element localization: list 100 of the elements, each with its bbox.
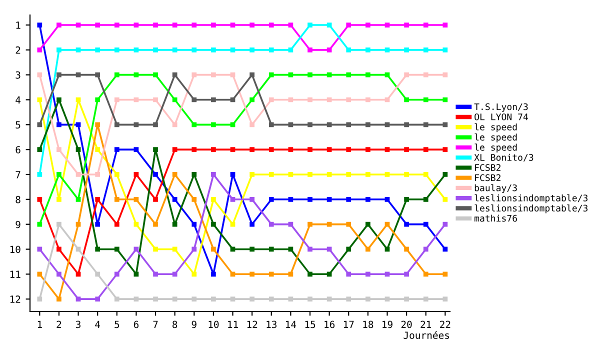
- point: [153, 172, 158, 177]
- point: [346, 172, 352, 177]
- point: [366, 22, 370, 28]
- point: [172, 97, 178, 102]
- point: [172, 72, 178, 78]
- point: [76, 22, 81, 28]
- point: [211, 246, 216, 252]
- point: [134, 272, 139, 277]
- point: [172, 122, 178, 128]
- point: [95, 22, 100, 28]
- x-tick-label: 18: [363, 320, 374, 328]
- point: [308, 72, 312, 78]
- point: [288, 246, 294, 252]
- point: [230, 172, 236, 177]
- point: [288, 296, 294, 302]
- x-tick-label: 12: [247, 320, 258, 328]
- point: [76, 122, 81, 128]
- point: [346, 196, 352, 202]
- point: [192, 296, 197, 302]
- point: [423, 122, 428, 128]
- point: [326, 196, 332, 202]
- point: [37, 272, 42, 277]
- point: [308, 246, 312, 252]
- point: [76, 172, 81, 177]
- point: [288, 172, 294, 177]
- point: [172, 296, 178, 302]
- legend-label: FCSB2: [475, 174, 500, 182]
- point: [250, 172, 254, 177]
- point: [366, 246, 370, 252]
- point: [326, 122, 332, 128]
- point: [230, 72, 236, 78]
- x-tick-label: 17: [344, 320, 354, 328]
- point: [37, 296, 42, 302]
- point: [230, 22, 236, 28]
- point: [423, 147, 428, 152]
- point: [153, 147, 158, 152]
- point: [250, 272, 254, 277]
- point: [76, 222, 81, 227]
- point: [230, 122, 236, 128]
- point: [268, 272, 274, 277]
- point: [268, 47, 274, 52]
- point: [384, 122, 390, 128]
- point: [366, 296, 370, 302]
- point: [56, 72, 62, 78]
- legend-label: le speed: [474, 134, 517, 142]
- point: [56, 246, 62, 252]
- point: [76, 72, 81, 78]
- point: [423, 72, 428, 78]
- x-tick-label: 8: [172, 320, 178, 328]
- point: [114, 22, 120, 28]
- point: [114, 122, 120, 128]
- point: [250, 97, 254, 102]
- point: [442, 246, 448, 252]
- point: [192, 122, 197, 128]
- point: [268, 246, 274, 252]
- point: [192, 72, 197, 78]
- point: [37, 246, 42, 252]
- y-tick-label: 6: [16, 146, 20, 154]
- point: [211, 147, 216, 152]
- point: [250, 147, 254, 152]
- point: [134, 122, 139, 128]
- point: [153, 72, 158, 78]
- point: [326, 22, 332, 28]
- point: [326, 246, 332, 252]
- point: [346, 22, 352, 28]
- legend-label: le speed: [474, 144, 517, 152]
- x-tick-label: 19: [382, 320, 392, 328]
- point: [404, 47, 409, 52]
- point: [366, 97, 370, 102]
- point: [326, 47, 332, 52]
- point: [76, 97, 81, 102]
- y-tick-label: 4: [16, 96, 21, 104]
- point: [404, 222, 409, 227]
- point: [172, 147, 178, 152]
- point: [268, 147, 274, 152]
- point: [326, 272, 332, 277]
- point: [442, 272, 448, 277]
- point: [172, 172, 178, 177]
- x-tick-label: 4: [95, 320, 100, 328]
- point: [192, 47, 197, 52]
- point: [211, 196, 216, 202]
- point: [134, 172, 139, 177]
- point: [288, 72, 294, 78]
- point: [288, 122, 294, 128]
- point: [442, 47, 448, 52]
- point: [114, 47, 120, 52]
- point: [192, 22, 197, 28]
- point: [230, 97, 236, 102]
- point: [134, 47, 139, 52]
- point: [250, 72, 254, 78]
- point: [211, 22, 216, 28]
- legend-label: XL Bonito/3: [474, 154, 534, 162]
- point: [134, 296, 139, 302]
- legend-label: leslionsindomptable/3: [474, 204, 588, 214]
- point: [326, 222, 332, 227]
- point: [326, 147, 332, 152]
- x-tick-label: 20: [401, 320, 412, 328]
- point: [346, 72, 352, 78]
- point: [308, 147, 312, 152]
- point: [423, 196, 428, 202]
